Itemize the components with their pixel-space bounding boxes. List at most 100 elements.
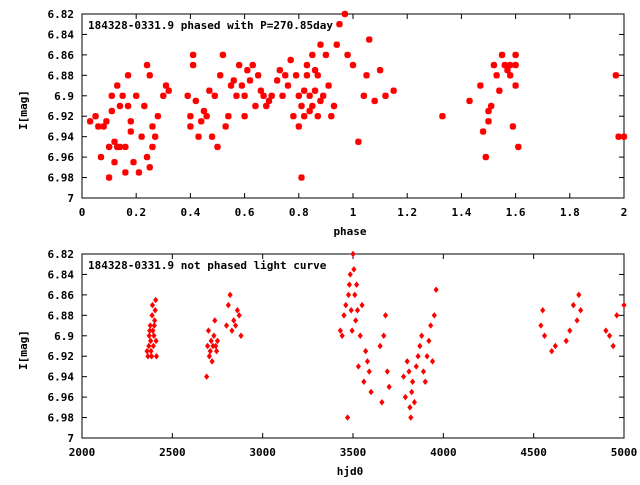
light-curve-data-point: [341, 312, 347, 319]
light-curve-data-point: [574, 317, 580, 324]
phased-data-point: [506, 72, 514, 79]
phased-x-tick-label: 1.6: [506, 206, 526, 219]
phased-y-tick-label: 7: [67, 192, 74, 205]
phased-data-point: [301, 113, 308, 120]
phased-data-point: [100, 123, 107, 130]
phased-y-tick-label: 6.96: [48, 151, 75, 164]
phased-data-point: [311, 87, 319, 94]
phased-data-point: [235, 61, 243, 69]
light-curve-data-point: [150, 327, 156, 334]
phased-y-tick-label: 6.94: [48, 131, 75, 144]
light-curve-data-point: [621, 301, 627, 309]
light-curve-data-point: [214, 337, 221, 345]
phased-data-point: [116, 102, 124, 110]
phased-data-point: [135, 169, 143, 176]
phased-data-point: [330, 102, 338, 110]
phased-data-point: [103, 118, 110, 125]
light-curve-data-point: [212, 317, 218, 324]
light-curve-data-point: [343, 301, 349, 309]
phased-data-point: [506, 61, 514, 69]
phased-data-point: [363, 72, 370, 79]
phased-data-points: [86, 10, 628, 181]
light-curve-data-points: [144, 250, 627, 421]
light-curve-y-tick-label: 6.98: [48, 412, 75, 425]
light-curve-data-point: [407, 404, 413, 411]
phased-data-point: [314, 72, 321, 79]
phased-data-point: [127, 118, 134, 125]
phased-x-tick-label: 1.8: [560, 206, 580, 219]
phased-data-point: [111, 159, 118, 166]
phased-data-point: [319, 92, 327, 99]
light-curve-data-point: [538, 322, 544, 329]
light-curve-data-point: [384, 368, 390, 375]
phased-chart-title: 184328-0331.9 phased with P=270.85day: [88, 19, 333, 32]
phased-data-point: [265, 97, 273, 105]
phased-data-point: [336, 21, 343, 28]
phased-data-point: [292, 72, 300, 79]
light-curve-data-point: [227, 291, 233, 299]
phased-data-point: [146, 72, 153, 79]
phased-data-point: [222, 123, 229, 130]
light-curve-data-point: [357, 332, 363, 340]
phased-data-point: [187, 113, 194, 120]
light-curve-data-point: [150, 342, 156, 350]
phased-data-point: [493, 72, 500, 79]
phased-chart-panel: 184328-0331.9 phased with P=270.85day ph…: [17, 8, 627, 238]
phased-x-tick-label: 2: [621, 206, 628, 219]
phased-data-point: [311, 67, 319, 74]
phased-data-point: [130, 159, 137, 166]
light-curve-data-point: [204, 342, 211, 350]
light-curve-data-point: [400, 373, 407, 380]
phased-data-point: [195, 133, 202, 140]
phased-data-point: [333, 41, 340, 48]
light-curve-x-tick-label: 3000: [249, 446, 276, 459]
phased-data-point: [303, 61, 311, 69]
phased-data-point: [479, 128, 487, 135]
phased-y-tick-label: 6.82: [48, 8, 75, 21]
light-curve-data-point: [417, 342, 423, 350]
phased-data-point: [382, 92, 389, 99]
light-curve-data-point: [349, 327, 355, 334]
phased-data-point: [127, 128, 134, 135]
phased-data-point: [390, 87, 397, 94]
light-curve-data-point: [144, 347, 150, 355]
light-curve-y-tick-label: 6.82: [48, 248, 75, 261]
light-curve-data-point: [209, 358, 215, 365]
phased-data-point: [328, 113, 335, 120]
phased-data-point: [187, 123, 194, 130]
phased-data-point: [86, 118, 94, 125]
phased-data-point: [282, 72, 289, 79]
phased-data-point: [189, 61, 197, 69]
light-curve-data-point: [153, 352, 160, 360]
phased-x-tick-label: 1.4: [451, 206, 471, 219]
phased-data-point: [298, 102, 305, 110]
light-curve-data-point: [234, 306, 240, 314]
phased-data-point: [200, 107, 208, 115]
light-curve-x-tick-label: 2000: [69, 446, 96, 459]
phased-data-point: [620, 133, 628, 140]
phased-data-point: [254, 72, 262, 79]
light-curve-data-point: [382, 312, 389, 319]
light-curve-plot-frame: [81, 253, 625, 439]
light-curve-y-tick-label: 6.9: [54, 330, 74, 343]
phased-data-point: [198, 118, 205, 125]
light-curve-data-point: [552, 342, 558, 350]
light-curve-y-tick-label: 6.88: [48, 309, 75, 322]
light-curve-data-point: [578, 306, 584, 314]
phased-axis-ticks: 0 0.2 0.4 0.6 0.8 1 1.2 1.4 1.6 1.8 2 6.82 6.84 6.86 6…: [48, 8, 628, 219]
phased-data-point: [515, 143, 522, 151]
light-curve-data-point: [424, 352, 430, 360]
light-curve-data-point: [429, 358, 436, 365]
phased-data-point: [366, 36, 373, 43]
phased-y-tick-label: 6.84: [48, 28, 75, 41]
phased-data-point: [260, 92, 267, 99]
phased-data-point: [322, 51, 330, 59]
phased-data-point: [244, 67, 251, 74]
light-curve-data-point: [337, 327, 343, 334]
light-curve-axis-ticks: 2000 2500 3000 3500 4000 4500 5000 6.82 6.84 6.86…: [48, 248, 638, 459]
phased-data-point: [512, 51, 519, 59]
light-curve-data-point: [145, 352, 151, 360]
phased-x-tick-label: 0: [79, 206, 86, 219]
light-curve-y-tick-label: 6.96: [48, 391, 75, 404]
